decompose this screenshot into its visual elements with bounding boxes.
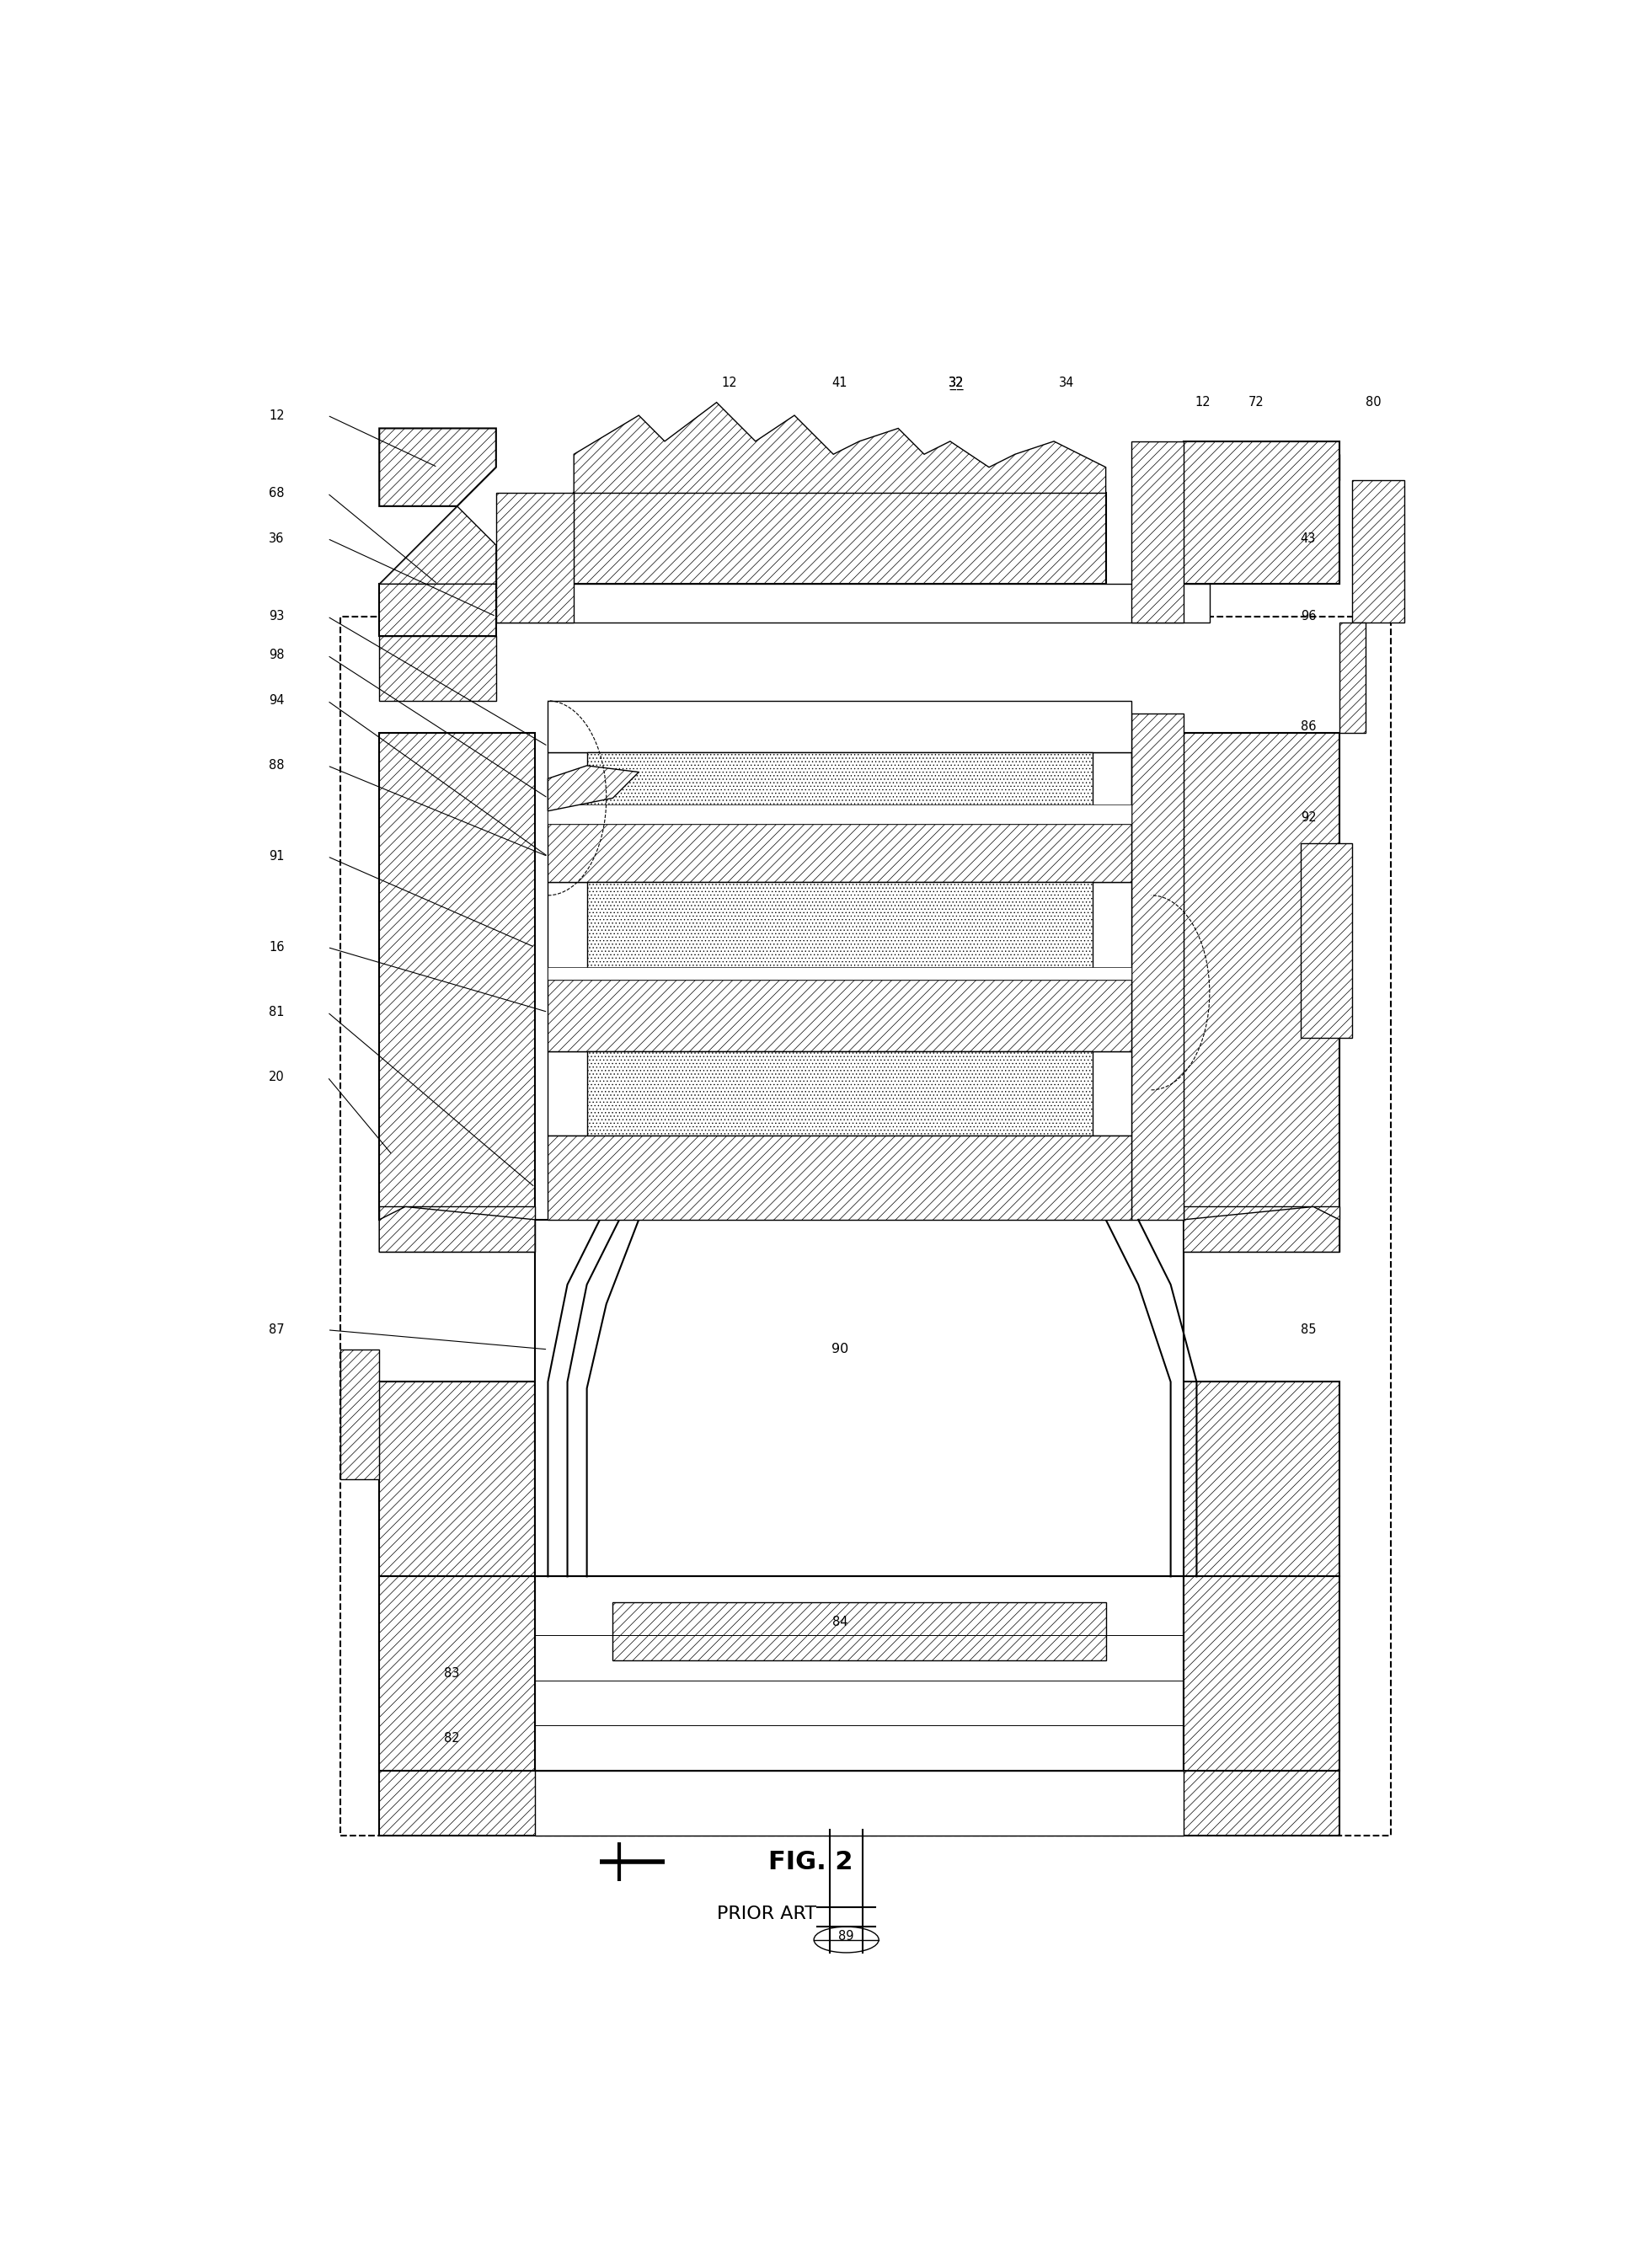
Text: 3̲2̲: 3̲2̲ xyxy=(948,377,965,391)
Text: 12: 12 xyxy=(269,409,284,422)
Bar xyxy=(1353,480,1404,622)
Bar xyxy=(613,1603,1105,1661)
Text: 43: 43 xyxy=(1300,532,1317,546)
Text: 12: 12 xyxy=(1196,395,1211,409)
Text: 98: 98 xyxy=(269,649,284,662)
Bar xyxy=(496,494,573,622)
Text: 93: 93 xyxy=(269,611,284,622)
Polygon shape xyxy=(380,1208,535,1253)
Polygon shape xyxy=(1171,453,1340,480)
Bar xyxy=(340,1349,380,1479)
Bar xyxy=(380,1383,535,1576)
Text: 36: 36 xyxy=(269,532,284,546)
Bar xyxy=(340,617,1391,1836)
Bar xyxy=(548,752,1132,824)
Bar xyxy=(380,635,496,700)
Bar xyxy=(1183,442,1340,584)
Bar xyxy=(548,1136,1132,1219)
Bar xyxy=(380,584,496,635)
Bar xyxy=(1171,480,1340,584)
Bar xyxy=(380,1576,535,1771)
Bar xyxy=(1132,714,1183,1219)
Bar xyxy=(1183,1208,1340,1253)
Bar xyxy=(535,1219,1183,1576)
Text: 83: 83 xyxy=(444,1668,459,1679)
Bar xyxy=(586,752,1094,824)
Text: 90: 90 xyxy=(831,1343,849,1356)
Bar xyxy=(535,1771,1183,1836)
Bar xyxy=(1340,622,1365,734)
Text: 82: 82 xyxy=(444,1733,459,1744)
Polygon shape xyxy=(1183,1208,1340,1253)
Bar xyxy=(1132,442,1183,622)
Polygon shape xyxy=(380,429,496,505)
Text: 12: 12 xyxy=(722,377,737,388)
Text: 89: 89 xyxy=(839,1931,854,1942)
Text: 68: 68 xyxy=(269,487,284,498)
Text: 88: 88 xyxy=(269,759,284,772)
Bar xyxy=(548,882,1132,979)
Text: 96: 96 xyxy=(1300,611,1317,622)
Polygon shape xyxy=(548,766,639,810)
Bar xyxy=(380,734,535,1219)
Bar xyxy=(1183,1576,1340,1771)
Text: FIG. 2: FIG. 2 xyxy=(768,1850,852,1875)
Text: 32: 32 xyxy=(948,377,965,388)
Text: 85: 85 xyxy=(1300,1325,1317,1336)
Polygon shape xyxy=(380,505,496,584)
Bar xyxy=(548,824,1132,882)
Bar xyxy=(380,1208,535,1253)
Text: 16: 16 xyxy=(269,941,284,954)
Text: 34: 34 xyxy=(1059,377,1074,388)
Text: 72: 72 xyxy=(1249,395,1264,409)
Text: 84: 84 xyxy=(833,1616,847,1628)
Bar xyxy=(548,968,1132,979)
Bar xyxy=(496,584,1209,622)
Bar xyxy=(548,1051,1132,1136)
Text: 86: 86 xyxy=(1300,721,1317,734)
Bar xyxy=(548,700,1132,752)
Text: 87: 87 xyxy=(269,1325,284,1336)
Bar xyxy=(1300,844,1353,1037)
Text: 91: 91 xyxy=(269,851,284,862)
Bar xyxy=(1183,1383,1340,1576)
Polygon shape xyxy=(573,402,1105,494)
Bar xyxy=(548,979,1132,1051)
Text: 41: 41 xyxy=(833,377,847,388)
Text: 94: 94 xyxy=(269,694,284,707)
Bar xyxy=(573,494,1105,584)
Bar xyxy=(586,1051,1094,1136)
Text: 81: 81 xyxy=(269,1006,284,1019)
Bar xyxy=(1183,734,1340,1219)
Bar xyxy=(586,882,1094,979)
Bar xyxy=(548,804,1132,824)
Text: 80: 80 xyxy=(1365,395,1381,409)
Bar xyxy=(535,1576,1183,1771)
Text: 20: 20 xyxy=(269,1071,284,1084)
Bar xyxy=(380,1771,1340,1836)
Text: 92: 92 xyxy=(1300,810,1317,824)
Text: PRIOR ART: PRIOR ART xyxy=(717,1906,816,1922)
